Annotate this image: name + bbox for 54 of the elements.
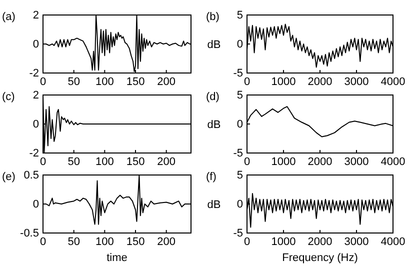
x-tick-label: 100 [95,236,114,248]
y-axis-title: dB [207,39,221,51]
x-tick-label: 3000 [344,76,369,88]
y-tick-label: -2 [29,148,39,160]
y-tick-label: 0 [32,198,39,211]
x-tick-label: 2000 [308,156,332,168]
y-tick-label: 5 [236,170,243,182]
y-axis-title: dB [207,199,221,211]
y-tick-label: 2 [32,10,39,22]
y-axis-title: dB [207,119,221,131]
x-tick-label: 50 [68,236,80,248]
y-tick-label: -5 [233,148,243,160]
chart-title: (f) [206,171,216,183]
x-tick-label: 1000 [271,156,296,168]
x-tick-label: 50 [68,156,80,168]
y-tick-label: 0 [236,198,243,211]
chart-title: (b) [206,11,220,23]
y-tick-label: 0 [32,38,39,51]
x-tick-label: 4000 [380,236,406,248]
chart-title: (d) [206,91,220,103]
y-tick-label: 0 [32,118,39,131]
y-tick-label: -0.5 [20,228,39,240]
y-tick-label: 5 [236,10,243,22]
y-tick-label: 5 [236,90,243,102]
y-tick-label: -5 [233,228,243,240]
x-tick-label: 200 [157,156,176,168]
x-axis-title: Frequency (Hz) [282,252,358,264]
x-tick-label: 200 [157,76,176,88]
line-series [42,14,192,72]
x-tick-label: 200 [157,236,176,248]
y-tick-label: 0 [236,118,243,131]
x-tick-label: 1000 [271,76,296,88]
y-tick-label: 0.5 [24,170,39,182]
chart-title: (c) [2,91,15,103]
y-tick-label: -5 [233,68,243,80]
x-tick-label: 3000 [344,236,369,248]
y-tick-label: -2 [29,68,39,80]
x-tick-label: 50 [68,76,80,88]
chart-title: (a) [2,11,16,23]
x-tick-label: 4000 [380,156,406,168]
x-tick-label: 150 [126,236,145,248]
x-tick-label: 4000 [380,76,406,88]
x-axis-title: time [106,252,128,264]
chart-title: (e) [2,171,16,183]
x-tick-label: 150 [126,76,145,88]
x-tick-label: 3000 [344,156,369,168]
y-tick-label: 2 [32,90,39,102]
y-tick-label: 0 [236,38,243,51]
x-tick-label: 100 [95,156,114,168]
x-tick-label: 2000 [308,76,332,88]
x-tick-label: 100 [95,76,114,88]
x-tick-label: 150 [126,156,145,168]
x-tick-label: 1000 [271,236,296,248]
x-tick-label: 2000 [308,236,332,248]
